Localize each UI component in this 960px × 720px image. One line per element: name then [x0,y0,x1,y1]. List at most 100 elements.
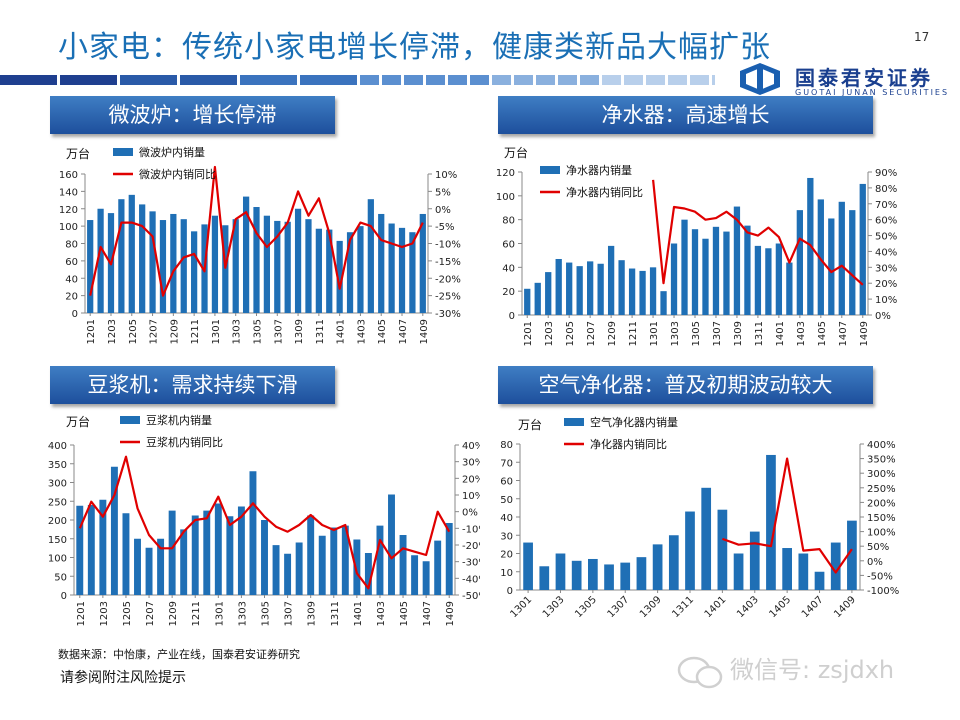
bar [411,555,419,595]
bar [134,538,141,595]
series-line [722,457,853,574]
y-tick-label-left: 300 [48,479,67,490]
x-tick-label: 1309 [638,594,664,620]
bar [376,525,384,595]
bar [668,535,679,590]
bar [307,515,315,595]
bar [422,561,430,595]
header-stripe-segment [300,75,357,85]
bar [607,245,615,315]
bar [191,515,199,595]
bar [681,219,688,315]
bar [524,288,531,315]
y-tick-label-left: 0 [61,591,67,602]
header-stripe-segment [602,75,621,85]
x-tick-label: 1303 [541,594,567,620]
bar [226,516,234,595]
bar [284,221,291,313]
x-tick-label: 1403 [796,321,807,346]
y-tick-label-right: 10% [875,295,897,306]
y-tick-label-right: -10% [462,524,480,535]
bar [318,535,326,595]
y-tick-label-right: 40% [875,247,897,258]
x-tick-label: 1309 [733,321,744,346]
x-tick-label: 1307 [712,321,723,346]
bar [419,213,426,313]
bar [378,213,385,313]
banner-air-purifier: 空气净化器：普及初期波动较大 [498,366,873,404]
y-tick-label-right: 30% [875,263,897,274]
x-tick-label: 1305 [691,321,702,346]
y-tick-label-left: 100 [48,554,67,565]
bar [814,571,825,590]
y-tick-label-left: 250 [48,497,67,508]
x-tick-label: 1407 [398,319,409,344]
wechat-icon [677,656,723,689]
y-tick-label-left: 30 [500,531,513,542]
bar [786,262,793,315]
y-tick-label-left: 120 [496,168,515,179]
x-tick-label: 1203 [107,319,118,344]
x-tick-label: 1309 [307,601,318,626]
x-tick-label: 1209 [168,601,179,626]
y-tick-label-right: -30% [462,558,480,569]
bar [294,208,302,313]
bar [604,564,614,590]
bar [284,553,292,595]
bar [597,263,604,315]
y-tick-label-left: 150 [48,535,67,546]
y-tick-label-right: -20% [462,541,480,552]
x-tick-label: 1405 [377,319,388,344]
y-tick-label-right: 70% [875,200,897,211]
x-tick-label: 1401 [703,594,729,620]
bar [702,238,709,315]
x-tick-label: 1311 [330,601,341,626]
bar [272,545,280,595]
x-tick-label: 1309 [294,319,305,344]
y-tick-label-left: 350 [48,460,67,471]
bar [588,558,598,590]
bar [587,261,594,315]
x-tick-label: 1409 [859,321,870,346]
y-tick-label-left: 60 [65,257,78,268]
bar [782,548,792,590]
bar [733,206,741,315]
y-tick-label-left: 70 [500,458,513,469]
x-tick-label: 1211 [190,319,201,344]
bar [341,525,349,595]
y-tick-label-right: -10% [435,240,461,251]
legend-label-bar: 净水器内销量 [566,163,632,177]
bar [555,258,562,315]
y-tick-label-right: -25% [435,292,461,303]
x-tick-label: 1405 [817,321,828,346]
bar [775,243,783,315]
header-stripe-segment [690,75,709,85]
bar [670,243,678,315]
data-source: 数据来源：中怡康，产业在线，国泰君安证券研究 [58,648,300,661]
x-tick-label: 1211 [628,321,639,346]
logo-name: 国泰君安证券 [795,66,933,90]
y-tick-label-left: 400 [48,441,67,452]
banner-soymilk: 豆浆机：需求持续下滑 [50,366,335,404]
bar [99,499,107,595]
y-tick-label-right: 150% [867,513,896,524]
y-tick-label-right: 250% [867,484,896,495]
y-tick-label-right: 100% [867,528,896,539]
x-tick-label: 1401 [775,321,786,346]
x-tick-label: 1401 [353,601,364,626]
bar [170,213,177,313]
bar [87,505,95,595]
y-tick-label-right: 0% [435,205,451,216]
banner-microwave: 微波炉：增长停滞 [50,96,335,134]
y-tick-label-left: 80 [500,440,513,451]
y-tick-label-right: 50% [875,232,897,243]
y-tick-label-left: 100 [496,192,515,203]
header-stripe-segment [0,75,57,85]
x-tick-label: 1409 [445,601,456,626]
bar [766,454,776,590]
bar [388,223,395,313]
x-tick-label: 1405 [767,594,793,620]
y-tick-label-right: -5% [435,222,454,233]
bar [798,553,809,590]
risk-note: 请参阅附注风险提示 [60,670,186,686]
